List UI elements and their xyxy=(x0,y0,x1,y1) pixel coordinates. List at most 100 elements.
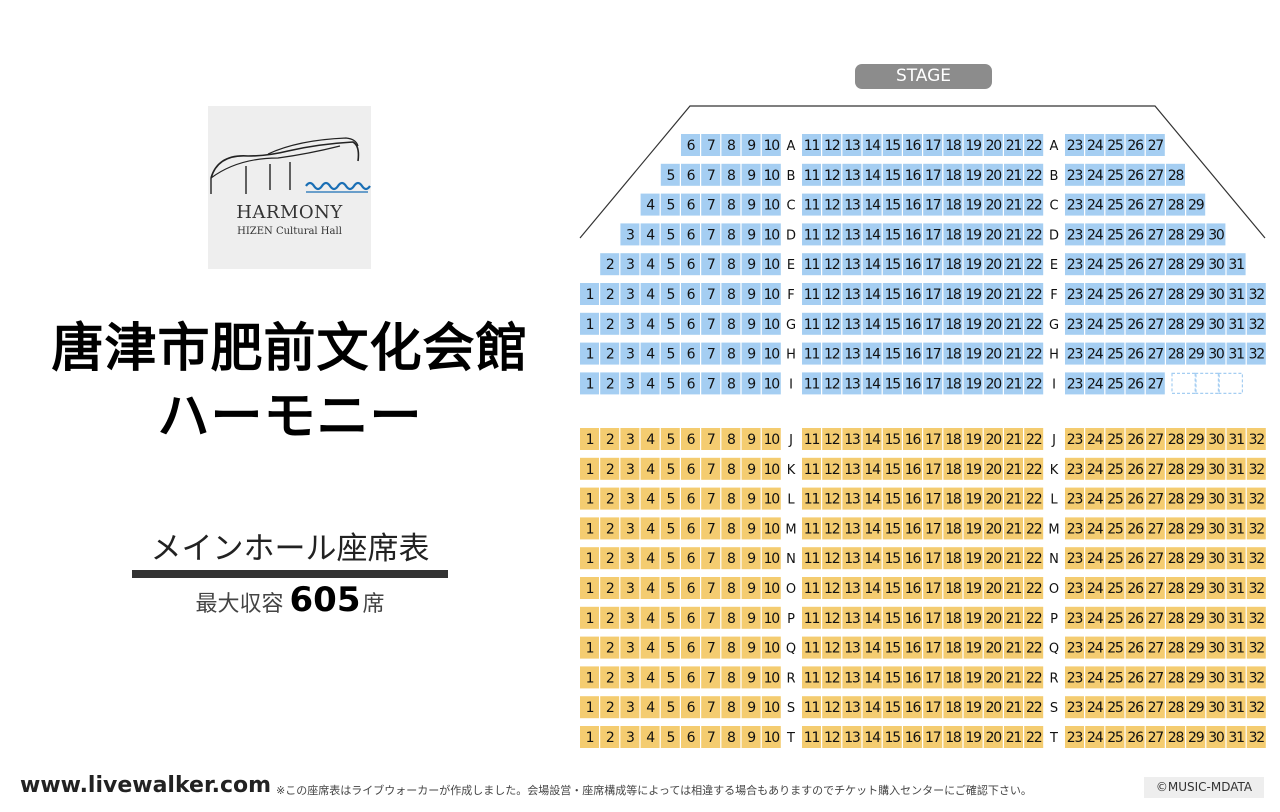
seat-J12[interactable] xyxy=(822,428,842,450)
seat-E19[interactable] xyxy=(963,253,983,276)
seat-N19[interactable] xyxy=(963,547,983,570)
seat-Q27[interactable] xyxy=(1145,636,1165,659)
seat-I19[interactable] xyxy=(963,372,983,395)
seat-B28[interactable] xyxy=(1166,163,1185,186)
seat-L19[interactable] xyxy=(963,487,983,510)
seat-A13[interactable] xyxy=(842,134,862,156)
seat-F15[interactable] xyxy=(882,283,902,305)
seat-S27[interactable] xyxy=(1145,696,1165,719)
seat-A9[interactable] xyxy=(741,134,761,156)
seat-F9[interactable] xyxy=(741,283,761,305)
seat-T32[interactable] xyxy=(1246,726,1266,748)
seat-R21[interactable] xyxy=(1004,666,1023,689)
seat-O1[interactable] xyxy=(580,577,599,599)
seat-I22[interactable] xyxy=(1024,372,1044,395)
seat-B15[interactable] xyxy=(882,163,902,186)
seat-G31[interactable] xyxy=(1226,312,1246,335)
seat-Q7[interactable] xyxy=(701,636,721,659)
seat-R27[interactable] xyxy=(1145,666,1165,689)
seat-G7[interactable] xyxy=(701,312,721,335)
seat-C27[interactable] xyxy=(1145,193,1165,216)
seat-L24[interactable] xyxy=(1085,487,1105,510)
seat-N23[interactable] xyxy=(1065,547,1084,570)
seat-N10[interactable] xyxy=(761,547,781,570)
seat-K21[interactable] xyxy=(1004,457,1023,480)
seat-S5[interactable] xyxy=(660,696,680,719)
seat-R1[interactable] xyxy=(580,666,599,689)
seat-G16[interactable] xyxy=(903,312,922,335)
seat-C20[interactable] xyxy=(983,193,1003,216)
seat-Q21[interactable] xyxy=(1004,636,1023,659)
seat-S28[interactable] xyxy=(1166,696,1185,719)
seat-M11[interactable] xyxy=(802,517,821,540)
seat-D27[interactable] xyxy=(1145,223,1165,246)
seat-A22[interactable] xyxy=(1024,134,1044,156)
seat-M28[interactable] xyxy=(1166,517,1185,540)
seat-P22[interactable] xyxy=(1024,606,1044,629)
seat-N12[interactable] xyxy=(822,547,842,570)
seat-H10[interactable] xyxy=(761,342,781,365)
seat-H3[interactable] xyxy=(620,342,640,365)
seat-H1[interactable] xyxy=(580,342,599,365)
seat-E9[interactable] xyxy=(741,253,761,276)
seat-C29[interactable] xyxy=(1186,193,1206,216)
seat-C21[interactable] xyxy=(1004,193,1023,216)
seat-H14[interactable] xyxy=(862,342,882,365)
seat-C11[interactable] xyxy=(802,193,821,216)
seat-J13[interactable] xyxy=(842,428,862,450)
seat-F31[interactable] xyxy=(1226,283,1246,305)
seat-S26[interactable] xyxy=(1125,696,1145,719)
seat-E13[interactable] xyxy=(842,253,862,276)
seat-N4[interactable] xyxy=(640,547,660,570)
seat-M14[interactable] xyxy=(862,517,882,540)
seat-L5[interactable] xyxy=(660,487,680,510)
seat-N15[interactable] xyxy=(882,547,902,570)
seat-R25[interactable] xyxy=(1105,666,1125,689)
seat-J5[interactable] xyxy=(660,428,680,450)
seat-Q3[interactable] xyxy=(620,636,640,659)
seat-F28[interactable] xyxy=(1166,283,1185,305)
seat-N26[interactable] xyxy=(1125,547,1145,570)
seat-T29[interactable] xyxy=(1186,726,1206,748)
seat-P15[interactable] xyxy=(882,606,902,629)
seat-E26[interactable] xyxy=(1125,253,1145,276)
seat-M7[interactable] xyxy=(701,517,721,540)
seat-K3[interactable] xyxy=(620,457,640,480)
seat-D12[interactable] xyxy=(822,223,842,246)
seat-G9[interactable] xyxy=(741,312,761,335)
seat-P26[interactable] xyxy=(1125,606,1145,629)
seat-A14[interactable] xyxy=(862,134,882,156)
seat-B17[interactable] xyxy=(923,163,943,186)
seat-J2[interactable] xyxy=(600,428,620,450)
seat-P31[interactable] xyxy=(1226,606,1246,629)
seat-G26[interactable] xyxy=(1125,312,1145,335)
seat-A20[interactable] xyxy=(983,134,1003,156)
seat-R17[interactable] xyxy=(923,666,943,689)
seat-I12[interactable] xyxy=(822,372,842,395)
seat-R18[interactable] xyxy=(943,666,963,689)
seat-Q29[interactable] xyxy=(1186,636,1206,659)
seat-Q30[interactable] xyxy=(1206,636,1226,659)
seat-B21[interactable] xyxy=(1004,163,1023,186)
seat-B26[interactable] xyxy=(1125,163,1145,186)
seat-D23[interactable] xyxy=(1065,223,1084,246)
seat-S6[interactable] xyxy=(681,696,700,719)
seat-D21[interactable] xyxy=(1004,223,1023,246)
seat-G18[interactable] xyxy=(943,312,963,335)
seat-H2[interactable] xyxy=(600,342,620,365)
seat-K4[interactable] xyxy=(640,457,660,480)
seat-D10[interactable] xyxy=(761,223,781,246)
seat-I3[interactable] xyxy=(620,372,640,395)
seat-J27[interactable] xyxy=(1145,428,1165,450)
seat-K25[interactable] xyxy=(1105,457,1125,480)
seat-S10[interactable] xyxy=(761,696,781,719)
seat-L13[interactable] xyxy=(842,487,862,510)
seat-N7[interactable] xyxy=(701,547,721,570)
seat-K28[interactable] xyxy=(1166,457,1185,480)
seat-L21[interactable] xyxy=(1004,487,1023,510)
seat-M31[interactable] xyxy=(1226,517,1246,540)
seat-O7[interactable] xyxy=(701,577,721,599)
seat-B18[interactable] xyxy=(943,163,963,186)
seat-O8[interactable] xyxy=(721,577,741,599)
seat-J28[interactable] xyxy=(1166,428,1185,450)
